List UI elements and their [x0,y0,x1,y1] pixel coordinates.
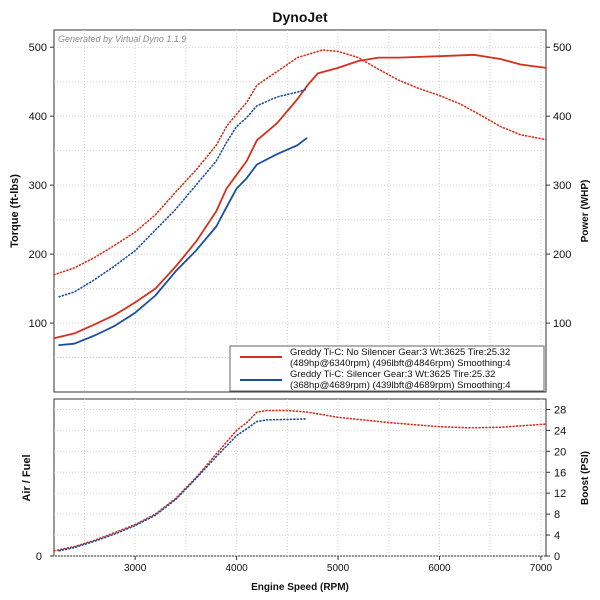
boost-tick-label: 24 [554,425,566,437]
bottom-plot-frame [53,398,547,557]
top-series-2 [58,137,308,347]
legend-entry-1-line-a: Greddy Ti-C: No Silencer Gear:3 Wt:3625 … [290,347,510,358]
x-tick-label: 5000 [327,563,350,574]
legend-entry-2-line-a: Greddy Ti-C: Silencer Gear:3 Wt:3625 Tir… [290,369,495,380]
top-right-tick-label: 300 [553,180,571,192]
x-tick-label: 7000 [530,563,553,574]
boost-tick-label: 16 [554,467,566,479]
af-tick-label: 0 [36,551,42,563]
boost-tick-label: 12 [554,488,566,500]
top-right-tick-label: 400 [553,111,571,123]
top-series-3 [58,88,308,298]
chart-title: DynoJet [272,9,328,25]
x-tick-label: 4000 [225,563,248,574]
boost-tick-label: 4 [554,530,560,542]
top-left-tick-label: 200 [29,249,47,261]
bottom-grid [54,399,546,557]
boost-tick-label: 0 [554,551,560,563]
top-right-tick-label: 100 [553,318,571,330]
boost-series-1 [58,418,308,552]
boost-tick-label: 20 [554,446,566,458]
top-plot-frame [53,29,547,393]
top-left-tick-label: 500 [29,42,47,54]
top-series [53,49,547,347]
watermark: Generated by Virtual Dyno 1.1.9 [58,34,186,44]
top-left-tick-label: 300 [29,180,47,192]
legend-box [229,345,545,392]
top-left-axis-label: Torque (ft-lbs) [9,174,21,248]
x-tick-label: 6000 [428,563,451,574]
top-left-tick-label: 100 [29,318,47,330]
top-right-tick-label: 200 [553,249,571,261]
bottom-series [53,409,547,552]
top-right-axis-label: Power (WHP) [580,180,591,243]
top-grid [54,30,546,392]
top-left-tick-label: 400 [29,111,47,123]
x-tick-label: 3000 [124,563,147,574]
top-right-tick-label: 500 [553,42,571,54]
legend-entry-2-line-b: (368hp@4689rpm) (439lbft@4689rpm) Smooth… [290,380,511,391]
boost-series-0 [53,409,547,552]
top-series-1 [53,49,547,276]
boost-tick-label: 28 [554,404,566,416]
x-axis-label: Engine Speed (RPM) [251,582,349,593]
bottom-right-axis-label: Boost (PSI) [580,451,591,505]
legend: Greddy Ti-C: No Silencer Gear:3 Wt:3625 … [229,345,545,392]
legend-entry-1-line-b: (489hp@6340rpm) (496lbft@4846rpm) Smooth… [290,358,511,369]
boost-tick-label: 8 [554,509,560,521]
top-series-0 [53,53,547,340]
bottom-left-axis-label: Air / Fuel [21,454,33,501]
